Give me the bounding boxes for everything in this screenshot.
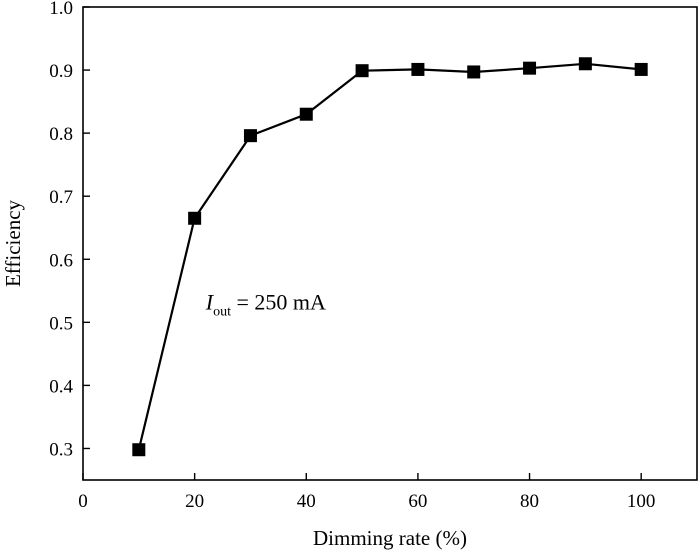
x-tick-label: 0 [78, 491, 88, 512]
y-tick-labels: 0.3 0.4 0.5 0.6 0.7 0.8 0.9 1.0 [49, 0, 73, 460]
series-line [137, 62, 642, 450]
axis-ticks [82, 6, 642, 480]
series-line-group [137, 62, 642, 450]
data-point [634, 62, 648, 76]
data-point [299, 107, 313, 121]
data-markers [132, 57, 648, 457]
x-tick-label: 100 [627, 491, 656, 512]
y-tick-label: 0.9 [49, 61, 73, 82]
data-point [243, 129, 257, 143]
data-point [132, 443, 146, 457]
y-tick-label: 1.0 [49, 0, 73, 19]
x-tick-label: 80 [520, 491, 539, 512]
y-tick-label: 0.7 [49, 187, 73, 208]
data-point [355, 64, 369, 78]
annotation-subscript: out [213, 305, 231, 320]
y-tick-label: 0.3 [49, 439, 73, 460]
x-tick-labels: 0 20 40 60 80 100 [78, 491, 655, 512]
data-point [411, 62, 425, 76]
y-tick-label: 0.8 [49, 124, 73, 145]
x-tick-label: 20 [185, 491, 204, 512]
data-point [523, 61, 537, 75]
x-tick-label: 40 [297, 491, 316, 512]
annotation-symbol: I [205, 290, 215, 315]
data-point [578, 57, 592, 71]
y-tick-label: 0.4 [49, 376, 73, 397]
y-tick-label: 0.5 [49, 313, 73, 334]
current-annotation: Iout = 250 mA [205, 290, 326, 320]
x-axis-title: Dimming rate (%) [313, 526, 467, 550]
data-point [188, 211, 202, 225]
data-point [467, 65, 481, 79]
y-axis-title: Efficiency [1, 199, 25, 287]
annotation-text: = 250 mA [231, 290, 326, 315]
y-tick-label: 0.6 [49, 250, 73, 271]
x-tick-label: 60 [408, 491, 427, 512]
plot-frame [82, 6, 698, 481]
